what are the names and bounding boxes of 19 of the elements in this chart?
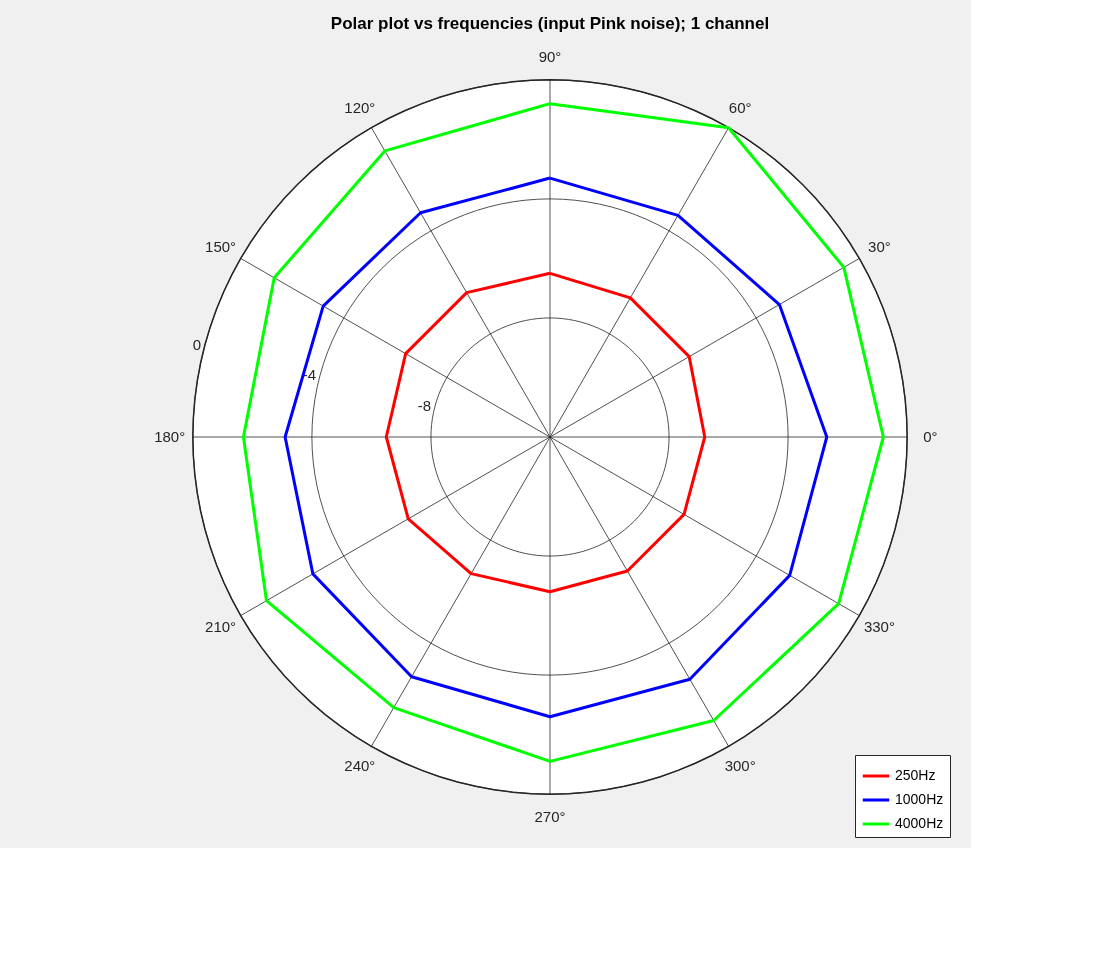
spoke-label: 60° — [728, 98, 752, 116]
legend-label: 250Hz — [895, 767, 936, 783]
spoke-label: 210° — [205, 618, 237, 636]
legend-label: 1000Hz — [895, 791, 944, 807]
y-tick-label: -4 — [302, 366, 317, 384]
spoke-label: 270° — [534, 808, 566, 826]
y-tick-label: -8 — [417, 397, 432, 415]
legend-label: 4000Hz — [895, 815, 944, 831]
spoke-label: 120° — [344, 98, 376, 116]
chart-title: Polar plot vs frequencies (input Pink noise); 1 channel — [330, 14, 770, 33]
spoke-label: 30° — [868, 237, 891, 255]
spoke-label: 150° — [205, 237, 237, 255]
spoke-label: 180° — [154, 428, 186, 445]
spoke-label: 0° — [923, 428, 938, 445]
spoke-label: 90° — [538, 47, 562, 65]
spoke-label: 330° — [863, 618, 895, 636]
y-tick-label: 0 — [192, 335, 202, 353]
spoke-label: 300° — [724, 757, 756, 775]
spoke-label: 240° — [344, 757, 376, 775]
